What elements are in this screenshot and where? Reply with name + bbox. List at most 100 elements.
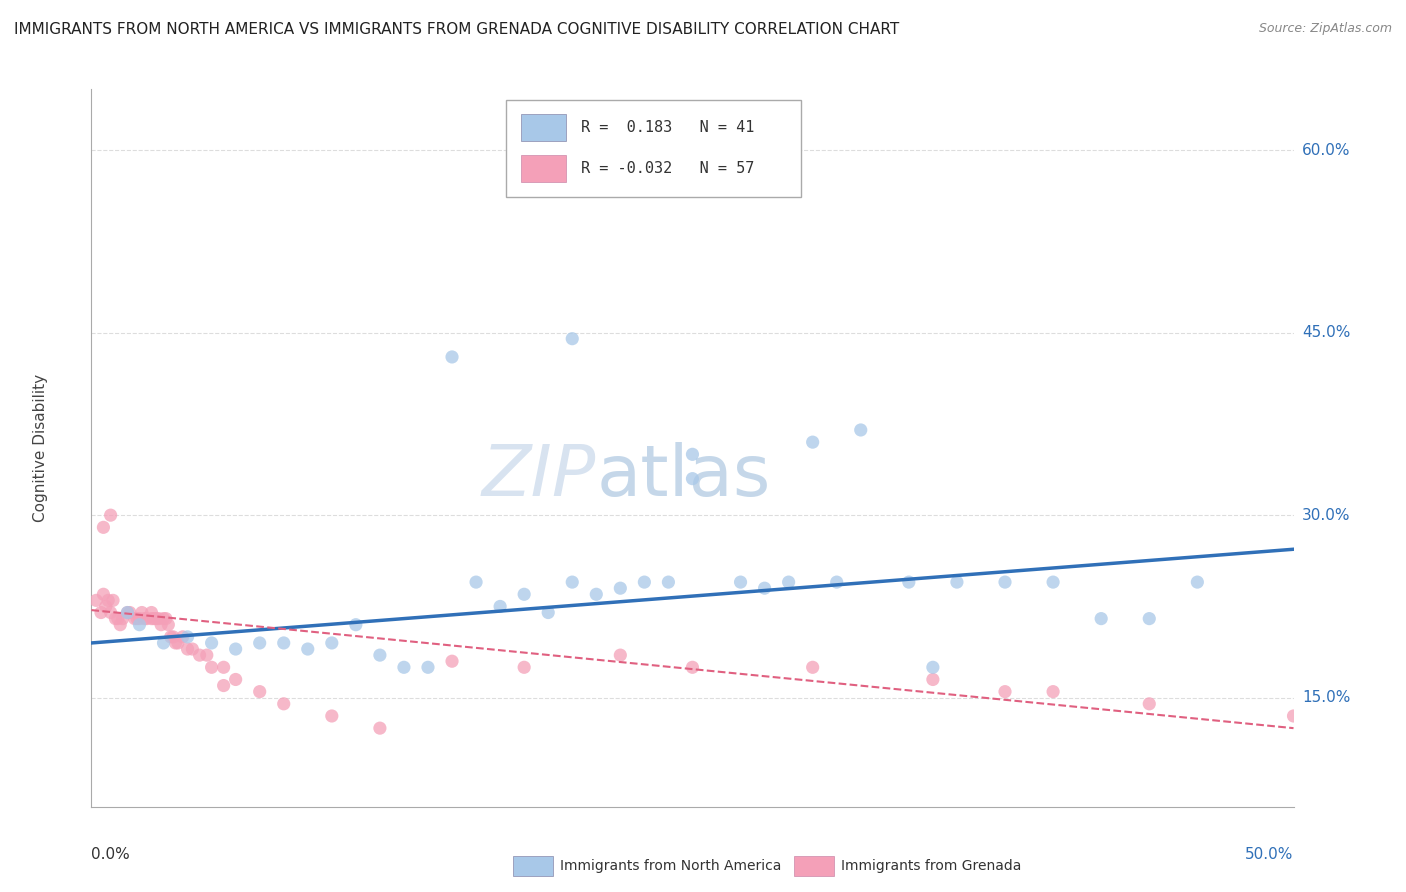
Point bbox=[90, 606, 112, 620]
Point bbox=[195, 648, 218, 662]
Point bbox=[104, 612, 127, 626]
Text: 0.0%: 0.0% bbox=[91, 847, 131, 862]
Point bbox=[201, 636, 224, 650]
Point bbox=[681, 660, 703, 674]
Point bbox=[416, 660, 439, 674]
Point bbox=[172, 630, 194, 644]
Point bbox=[368, 721, 391, 735]
Point bbox=[465, 575, 488, 590]
Point bbox=[212, 679, 235, 693]
Point bbox=[994, 684, 1017, 698]
Point bbox=[100, 606, 122, 620]
Point bbox=[94, 599, 117, 614]
Point bbox=[155, 612, 177, 626]
Bar bbox=[520, 113, 567, 141]
Point bbox=[135, 612, 157, 626]
Point bbox=[609, 648, 631, 662]
Point bbox=[849, 423, 872, 437]
Text: 45.0%: 45.0% bbox=[1302, 325, 1350, 340]
Text: 15.0%: 15.0% bbox=[1302, 690, 1350, 706]
Point bbox=[681, 472, 703, 486]
Text: 60.0%: 60.0% bbox=[1302, 143, 1350, 158]
Point bbox=[141, 606, 163, 620]
Point bbox=[100, 508, 122, 523]
Point bbox=[609, 581, 631, 595]
Point bbox=[150, 617, 173, 632]
Point bbox=[1042, 684, 1064, 698]
Point bbox=[201, 660, 224, 674]
Point bbox=[730, 575, 752, 590]
Point bbox=[142, 612, 165, 626]
Point bbox=[107, 612, 129, 626]
Point bbox=[657, 575, 679, 590]
Point bbox=[225, 673, 247, 687]
Point bbox=[754, 581, 776, 595]
Point bbox=[440, 350, 463, 364]
Text: R =  0.183   N = 41: R = 0.183 N = 41 bbox=[581, 120, 754, 135]
Point bbox=[84, 593, 107, 607]
Point bbox=[167, 636, 190, 650]
Point bbox=[249, 684, 271, 698]
Point bbox=[778, 575, 800, 590]
Point bbox=[344, 617, 367, 632]
Text: ZIP: ZIP bbox=[482, 442, 596, 511]
Point bbox=[922, 660, 945, 674]
Point bbox=[994, 575, 1017, 590]
Text: Immigrants from North America: Immigrants from North America bbox=[560, 859, 780, 873]
Point bbox=[157, 617, 180, 632]
Point bbox=[152, 636, 174, 650]
Point bbox=[537, 606, 560, 620]
Point bbox=[1090, 612, 1112, 626]
Text: Immigrants from Grenada: Immigrants from Grenada bbox=[841, 859, 1021, 873]
Point bbox=[585, 587, 607, 601]
Point bbox=[1137, 612, 1160, 626]
Point bbox=[249, 636, 271, 650]
Point bbox=[176, 642, 198, 657]
Point bbox=[118, 606, 141, 620]
Text: Source: ZipAtlas.com: Source: ZipAtlas.com bbox=[1258, 22, 1392, 36]
Point bbox=[513, 587, 536, 601]
Point bbox=[801, 660, 824, 674]
Point bbox=[97, 593, 120, 607]
Point bbox=[1187, 575, 1209, 590]
Text: IMMIGRANTS FROM NORTH AMERICA VS IMMIGRANTS FROM GRENADA COGNITIVE DISABILITY CO: IMMIGRANTS FROM NORTH AMERICA VS IMMIGRA… bbox=[14, 22, 900, 37]
Point bbox=[225, 642, 247, 657]
Point bbox=[368, 648, 391, 662]
Text: Cognitive Disability: Cognitive Disability bbox=[34, 374, 48, 523]
Point bbox=[128, 612, 150, 626]
Point bbox=[111, 612, 134, 626]
Point bbox=[513, 660, 536, 674]
Text: atlas: atlas bbox=[596, 442, 770, 511]
Text: 50.0%: 50.0% bbox=[1246, 847, 1294, 862]
FancyBboxPatch shape bbox=[506, 100, 800, 197]
Point bbox=[561, 332, 583, 346]
Point bbox=[633, 575, 655, 590]
Point bbox=[128, 617, 150, 632]
Point bbox=[110, 617, 132, 632]
Point bbox=[273, 636, 295, 650]
Point bbox=[181, 642, 204, 657]
Point bbox=[273, 697, 295, 711]
Point bbox=[801, 435, 824, 450]
Point bbox=[321, 709, 343, 723]
Point bbox=[922, 673, 945, 687]
Point bbox=[1282, 709, 1305, 723]
Point bbox=[1042, 575, 1064, 590]
Point bbox=[297, 642, 319, 657]
Point bbox=[134, 612, 156, 626]
Point bbox=[321, 636, 343, 650]
Point bbox=[152, 612, 174, 626]
Point bbox=[1137, 697, 1160, 711]
Text: R = -0.032   N = 57: R = -0.032 N = 57 bbox=[581, 161, 754, 176]
Point bbox=[117, 606, 139, 620]
Point bbox=[681, 447, 703, 461]
Text: 30.0%: 30.0% bbox=[1302, 508, 1350, 523]
Point bbox=[165, 636, 187, 650]
Point bbox=[124, 612, 146, 626]
Point bbox=[162, 630, 184, 644]
Point bbox=[131, 606, 153, 620]
Point bbox=[212, 660, 235, 674]
Point bbox=[101, 593, 124, 607]
Point bbox=[145, 612, 167, 626]
Point bbox=[489, 599, 512, 614]
